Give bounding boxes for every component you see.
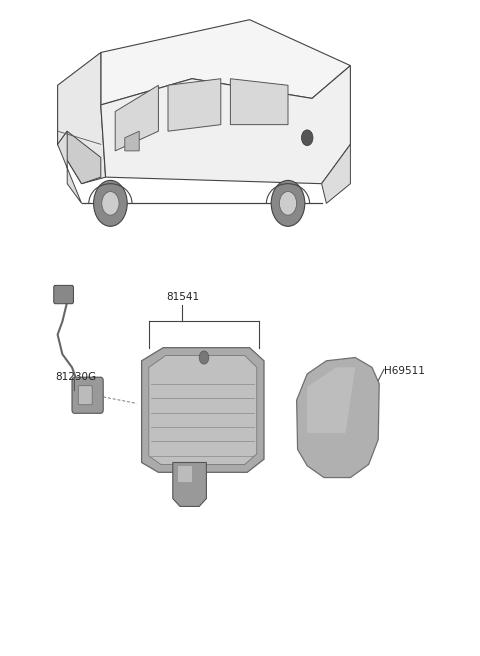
- Polygon shape: [142, 348, 264, 472]
- Circle shape: [279, 192, 297, 215]
- Polygon shape: [58, 131, 82, 203]
- Polygon shape: [230, 79, 288, 125]
- Polygon shape: [168, 79, 221, 131]
- Circle shape: [94, 180, 127, 226]
- Circle shape: [301, 130, 313, 146]
- Polygon shape: [58, 131, 101, 184]
- FancyBboxPatch shape: [54, 285, 73, 304]
- Circle shape: [199, 351, 209, 364]
- Text: 81541: 81541: [166, 292, 199, 302]
- Polygon shape: [307, 367, 355, 433]
- FancyBboxPatch shape: [72, 377, 103, 413]
- Text: 81230G: 81230G: [55, 372, 96, 382]
- Polygon shape: [101, 66, 350, 184]
- Polygon shape: [115, 85, 158, 151]
- Polygon shape: [173, 462, 206, 506]
- Polygon shape: [297, 358, 379, 478]
- Polygon shape: [322, 144, 350, 203]
- Circle shape: [102, 192, 119, 215]
- Polygon shape: [149, 356, 257, 464]
- FancyBboxPatch shape: [78, 386, 92, 405]
- Polygon shape: [125, 131, 139, 151]
- Polygon shape: [178, 466, 192, 482]
- Polygon shape: [58, 52, 106, 184]
- Text: H69511: H69511: [384, 365, 425, 376]
- Circle shape: [271, 180, 305, 226]
- Polygon shape: [101, 20, 350, 105]
